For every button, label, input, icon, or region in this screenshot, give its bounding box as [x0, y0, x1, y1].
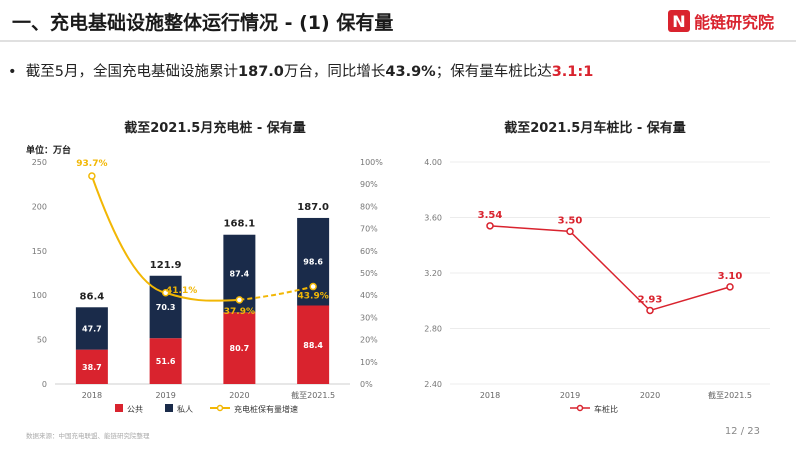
- chart2-ratio-label: 3.54: [478, 210, 503, 221]
- chart1-y2-tick-label: 40%: [360, 291, 378, 300]
- chart2-ratio-line: [489, 225, 731, 312]
- summary-growth: 43.9%: [385, 64, 436, 80]
- chart1-x-tick-label: 2020: [229, 391, 249, 400]
- chart2-ratio-point: [566, 227, 574, 236]
- chart1-bar-private: [75, 307, 108, 350]
- chart1-legend-public-swatch: [115, 404, 123, 412]
- chart1-y-tick-label: 100: [32, 291, 47, 300]
- chart1-y2-tick-label: 0%: [360, 380, 373, 389]
- chart1-y-tick-label: 0: [42, 380, 47, 389]
- chart1-y2-tick-label: 90%: [360, 180, 378, 189]
- chart1-public-value-label: 38.7: [82, 363, 102, 372]
- chart1-legend-private-swatch: [165, 404, 173, 412]
- chart1-total-label: 86.4: [80, 291, 105, 302]
- chart1-y2-tick-label: 50%: [360, 269, 378, 278]
- chart1-growth-point: [235, 296, 244, 304]
- chart1-bar-private: [297, 217, 330, 306]
- chart1-x-tick-label: 2018: [82, 391, 102, 400]
- chart1-x-tick-label: 截至2021.5: [291, 390, 335, 400]
- chart1-public-value-label: 88.4: [303, 341, 323, 350]
- chart2-x-tick-label: 截至2021.5: [708, 390, 752, 400]
- chart1-bar-private: [149, 275, 182, 339]
- chart1-unit-label: 单位：万台: [26, 146, 72, 156]
- chart2-y-tick-label: 3.20: [424, 269, 442, 278]
- chart2-y-tick-label: 3.60: [424, 214, 442, 223]
- chart1-total-label: 187.0: [297, 202, 329, 213]
- chart1-public-value-label: 80.7: [230, 344, 250, 353]
- chart1-legend-growth-marker: [216, 404, 224, 412]
- chart2-ratio-point: [726, 283, 734, 291]
- chart1-y2-tick-label: 70%: [360, 225, 378, 234]
- chart2-x-tick-label: 2018: [480, 391, 500, 400]
- chart1-y2-tick-label: 60%: [360, 247, 378, 256]
- chart1-y-tick-label: 150: [32, 247, 47, 256]
- chart1-private-value-label: 98.6: [303, 258, 323, 267]
- chart1-total-label: 168.1: [224, 219, 256, 230]
- chart1-y2-tick-label: 30%: [360, 313, 378, 322]
- chart1-growth-point: [309, 282, 317, 291]
- chart1-private-value-label: 70.3: [156, 303, 176, 312]
- chart1-y-tick-label: 200: [32, 202, 47, 211]
- chart1-y2-tick-label: 80%: [360, 202, 378, 211]
- summary-prefix: 截至5月，全国充电基础设施累计: [25, 64, 239, 80]
- chart1-total-label: 121.9: [150, 260, 182, 271]
- chart1-y2-tick-label: 10%: [360, 358, 378, 367]
- chart1-bar-public: [297, 305, 330, 384]
- brand-name: 能链研究院: [694, 13, 775, 32]
- source-note: 数据来源：中国充电联盟、能链研究院整理: [26, 432, 150, 440]
- chart1-bar-public: [223, 312, 256, 384]
- chart1-growth-label: 43.9%: [298, 292, 329, 302]
- chart1-title: 截至2021.5月充电桩 - 保有量: [124, 121, 306, 136]
- chart2-y-tick-label: 4.00: [424, 158, 442, 167]
- summary-bullet: • 截至5月，全国充电基础设施累计187.0万台，同比增长43.9%；保有量车桩…: [8, 64, 594, 80]
- summary-ratio: 3.1:1: [551, 64, 594, 80]
- chart2-ratio-label: 2.93: [638, 294, 663, 305]
- chart1-bar-public: [149, 338, 182, 384]
- chart1-growth-point: [161, 289, 170, 297]
- chart1-x-tick-label: 2019: [155, 391, 175, 400]
- chart2-y-tick-label: 2.40: [424, 380, 442, 389]
- chart1-legend-public-label: 公共: [127, 405, 143, 414]
- chart2-y-tick-label: 2.80: [424, 325, 442, 334]
- chart1-growth-line: [90, 175, 240, 302]
- summary-total: 187.0: [238, 64, 284, 80]
- chart1-growth-label: 93.7%: [76, 159, 107, 169]
- brand-logo: N 能链研究院: [668, 9, 774, 33]
- chart1-y-tick-label: 50: [37, 336, 47, 345]
- chart1-public-value-label: 51.6: [156, 357, 176, 366]
- chart1-y-tick-label: 250: [32, 158, 47, 167]
- chart1-growth-label: 37.9%: [224, 307, 255, 317]
- chart2-x-tick-label: 2019: [560, 391, 580, 400]
- chart1-growth-label: 41.1%: [166, 286, 197, 296]
- brand-n-icon: N: [668, 10, 690, 32]
- chart2-title: 截至2021.5月车桩比 - 保有量: [504, 121, 686, 136]
- chart1-y2-tick-label: 100%: [360, 158, 383, 167]
- chart1-legend-private-label: 私人: [177, 405, 193, 414]
- chart2-legend-label: 车桩比: [594, 404, 618, 414]
- chart1-private-value-label: 87.4: [230, 270, 250, 279]
- chart1-growth-point: [88, 172, 96, 180]
- chart1-y2-tick-label: 20%: [360, 336, 378, 345]
- title-divider: [0, 40, 796, 42]
- chart2-ratio-label: 3.50: [558, 215, 583, 226]
- chart2-ratio-point: [646, 306, 654, 315]
- chart2-x-tick-label: 2020: [640, 391, 660, 400]
- chart1-legend-growth-label: 充电桩保有量增速: [234, 404, 298, 414]
- summary-mid2: ；保有量车桩比达: [435, 64, 552, 80]
- chart1-private-value-label: 47.7: [82, 324, 102, 333]
- summary-mid1: 万台，同比增长: [283, 64, 386, 80]
- chart2-ratio-point: [486, 222, 494, 230]
- page-title: 一、充电基础设施整体运行情况 - (1) 保有量: [12, 12, 394, 34]
- chart1-bar-public: [75, 349, 108, 384]
- chart1-growth-line-projected: [239, 285, 314, 301]
- chart2-legend-marker: [576, 404, 584, 412]
- page-number: 12 / 23: [724, 426, 760, 437]
- chart2-ratio-label: 3.10: [718, 271, 743, 282]
